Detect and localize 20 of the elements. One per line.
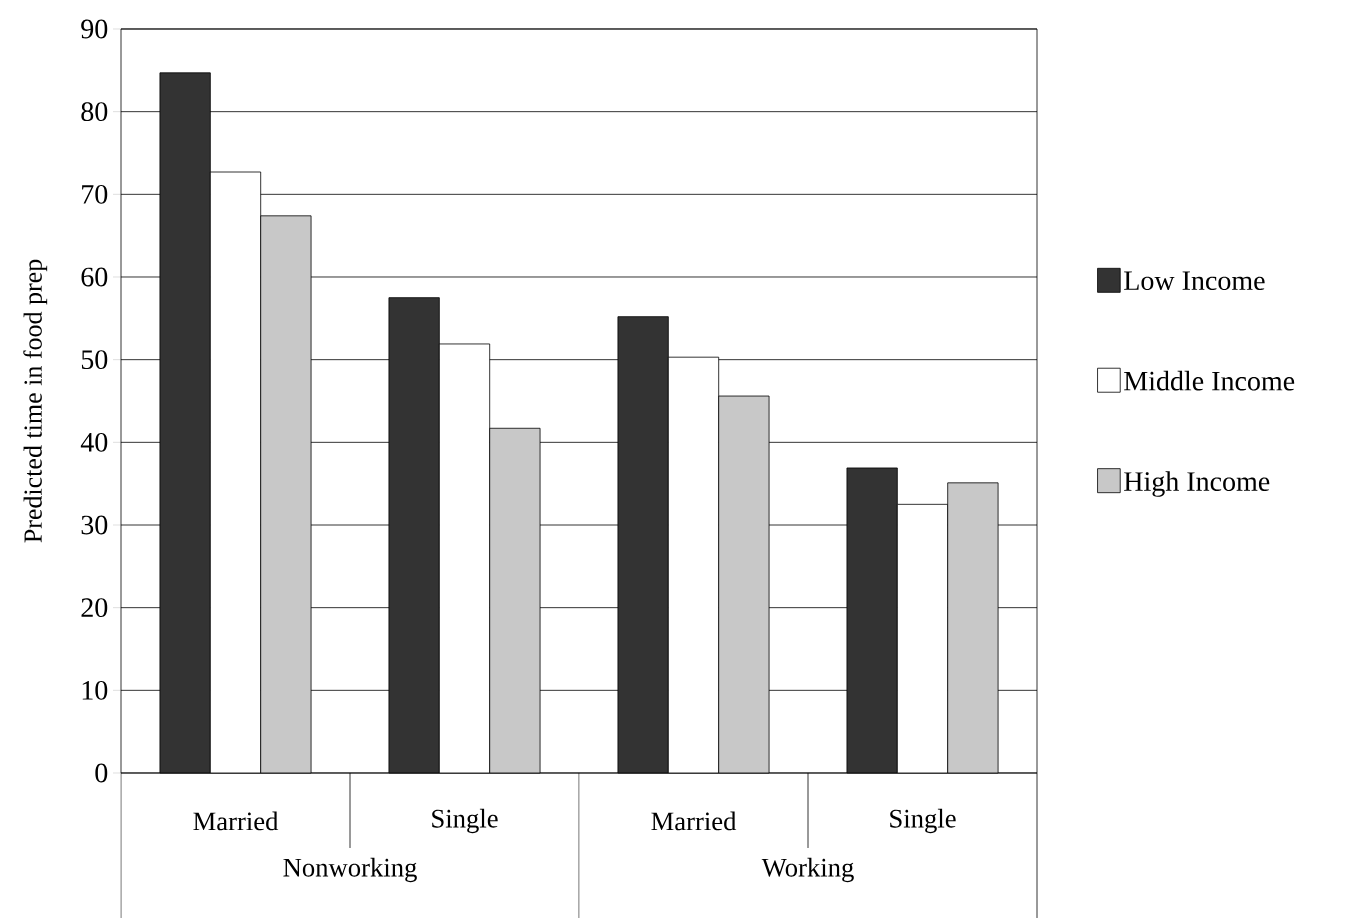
y-tick-label: 90 [81,19,108,39]
y-tick-label: 0 [95,763,108,783]
x-tick-label: Married [193,811,279,831]
x-tick-label: Single [432,808,498,834]
x-tick-label: Single [890,808,956,834]
y-tick-label: 60 [81,267,108,287]
y-tick-label: 70 [82,184,108,204]
text: Nonworking [283,857,417,883]
legend-label: High Income [1124,471,1270,497]
y-tick-label: 80 [81,102,108,122]
y-tick-label: 40 [80,432,108,452]
y-tick-label: 20 [81,598,108,618]
y-tick-label: 10 [82,680,108,700]
legend-label: Low Income [1124,271,1265,291]
y-axis-title: Predicted time in food prep [23,259,48,543]
legend-label: Middle Income [1124,370,1295,391]
text: Working [761,857,854,883]
y-tick-label: 30 [81,515,108,535]
y-tick-label: 50 [81,350,108,370]
x-tick-label: Married [651,811,737,831]
